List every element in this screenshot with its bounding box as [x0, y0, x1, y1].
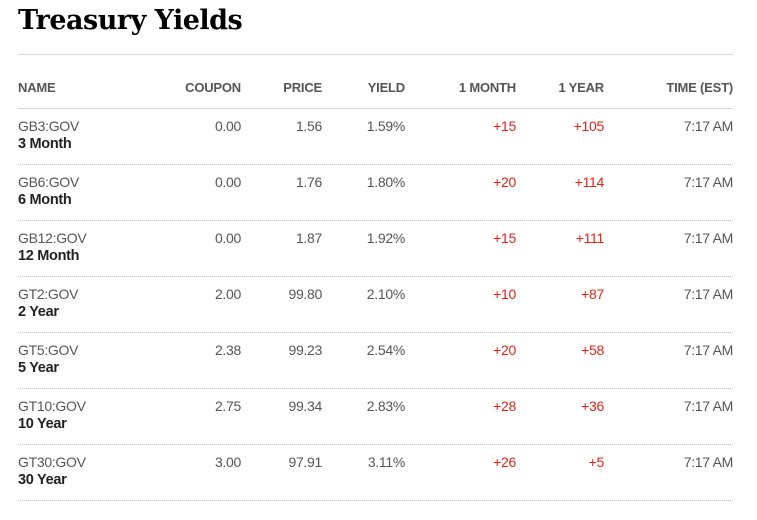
ticker-link[interactable]: GB3:GOV	[18, 118, 79, 134]
one-year-change: +87	[581, 286, 604, 302]
one-month-change: +28	[493, 398, 516, 414]
term-label: 10 Year	[18, 416, 67, 432]
title-divider	[18, 54, 733, 55]
security-name-cell[interactable]: GB3:GOV 3 Month	[18, 117, 79, 153]
yield-value: 1.59%	[366, 118, 406, 134]
term-label: 2 Year	[18, 304, 59, 320]
time-value: 7:17 AM	[683, 230, 734, 246]
coupon-value: 0.00	[214, 118, 241, 134]
yield-value: 3.11%	[367, 454, 405, 470]
ticker-link[interactable]: GB12:GOV	[18, 230, 87, 246]
time-value: 7:17 AM	[683, 174, 734, 190]
one-year-change: +114	[574, 174, 605, 190]
price-value: 1.76	[295, 174, 322, 190]
one-month-change: +26	[493, 454, 516, 470]
table-header-row: NAME COUPON PRICE YIELD 1 MONTH 1 YEAR T…	[18, 73, 733, 109]
table-row: GT10:GOV 10 Year 2.75 99.34 2.83% +28 +3…	[18, 389, 733, 445]
column-header-name[interactable]: NAME	[18, 80, 56, 95]
security-name-cell[interactable]: GB6:GOV 6 Month	[18, 173, 79, 209]
one-month-change: +15	[493, 230, 516, 246]
table-row: GB12:GOV 12 Month 0.00 1.87 1.92% +15 +1…	[18, 221, 733, 277]
column-header-price[interactable]: PRICE	[283, 80, 322, 95]
ticker-link[interactable]: GT10:GOV	[18, 398, 86, 414]
security-name-cell[interactable]: GT5:GOV 5 Year	[18, 341, 78, 377]
one-year-change: +111	[575, 230, 605, 246]
time-value: 7:17 AM	[683, 118, 734, 134]
column-header-1-month[interactable]: 1 MONTH	[458, 80, 516, 95]
one-month-change: +10	[493, 286, 516, 302]
term-label: 12 Month	[18, 248, 80, 264]
coupon-value: 0.00	[214, 174, 241, 190]
column-header-1-year[interactable]: 1 YEAR	[558, 80, 604, 95]
time-value: 7:17 AM	[683, 342, 734, 358]
price-value: 99.23	[288, 342, 322, 358]
time-value: 7:17 AM	[683, 454, 734, 470]
yield-value: 2.83%	[366, 398, 406, 414]
price-value: 99.34	[288, 398, 322, 414]
coupon-value: 0.00	[214, 230, 241, 246]
table-row: GT5:GOV 5 Year 2.38 99.23 2.54% +20 +58 …	[18, 333, 733, 389]
one-year-change: +105	[573, 118, 605, 134]
one-year-change: +5	[588, 454, 605, 470]
column-header-coupon[interactable]: COUPON	[185, 80, 241, 95]
security-name-cell[interactable]: GT10:GOV 10 Year	[18, 397, 86, 433]
price-value: 99.80	[288, 286, 322, 302]
coupon-value: 3.00	[214, 454, 241, 470]
coupon-value: 2.00	[214, 286, 241, 302]
coupon-value: 2.75	[214, 398, 241, 414]
security-name-cell[interactable]: GT2:GOV 2 Year	[18, 285, 78, 321]
ticker-link[interactable]: GT30:GOV	[18, 454, 86, 470]
table-row: GT30:GOV 30 Year 3.00 97.91 3.11% +26 +5…	[18, 445, 733, 501]
column-header-yield[interactable]: YIELD	[367, 80, 405, 95]
yield-value: 2.54%	[366, 342, 406, 358]
treasury-yields-table: NAME COUPON PRICE YIELD 1 MONTH 1 YEAR T…	[18, 73, 733, 501]
ticker-link[interactable]: GT5:GOV	[18, 342, 79, 358]
ticker-link[interactable]: GB6:GOV	[18, 174, 79, 190]
coupon-value: 2.38	[214, 342, 241, 358]
security-name-cell[interactable]: GB12:GOV 12 Month	[18, 229, 87, 265]
one-month-change: +20	[493, 342, 516, 358]
term-label: 5 Year	[18, 360, 59, 376]
time-value: 7:17 AM	[683, 286, 734, 302]
one-year-change: +36	[581, 398, 604, 414]
security-name-cell[interactable]: GT30:GOV 30 Year	[18, 453, 86, 489]
column-header-time[interactable]: TIME (EST)	[666, 80, 733, 95]
price-value: 1.87	[295, 230, 322, 246]
term-label: 30 Year	[18, 472, 67, 488]
ticker-link[interactable]: GT2:GOV	[18, 286, 79, 302]
price-value: 1.56	[295, 118, 322, 134]
table-row: GB6:GOV 6 Month 0.00 1.76 1.80% +20 +114…	[18, 165, 733, 221]
yield-value: 1.80%	[366, 174, 406, 190]
yield-value: 2.10%	[366, 286, 406, 302]
page-title: Treasury Yields	[18, 5, 243, 36]
one-month-change: +15	[493, 118, 516, 134]
table-row: GB3:GOV 3 Month 0.00 1.56 1.59% +15 +105…	[18, 109, 733, 165]
table-row: GT2:GOV 2 Year 2.00 99.80 2.10% +10 +87 …	[18, 277, 733, 333]
one-month-change: +20	[493, 174, 516, 190]
one-year-change: +58	[581, 342, 604, 358]
yield-value: 1.92%	[366, 230, 406, 246]
price-value: 97.91	[288, 454, 322, 470]
time-value: 7:17 AM	[683, 398, 734, 414]
term-label: 6 Month	[18, 192, 72, 208]
term-label: 3 Month	[18, 136, 72, 152]
